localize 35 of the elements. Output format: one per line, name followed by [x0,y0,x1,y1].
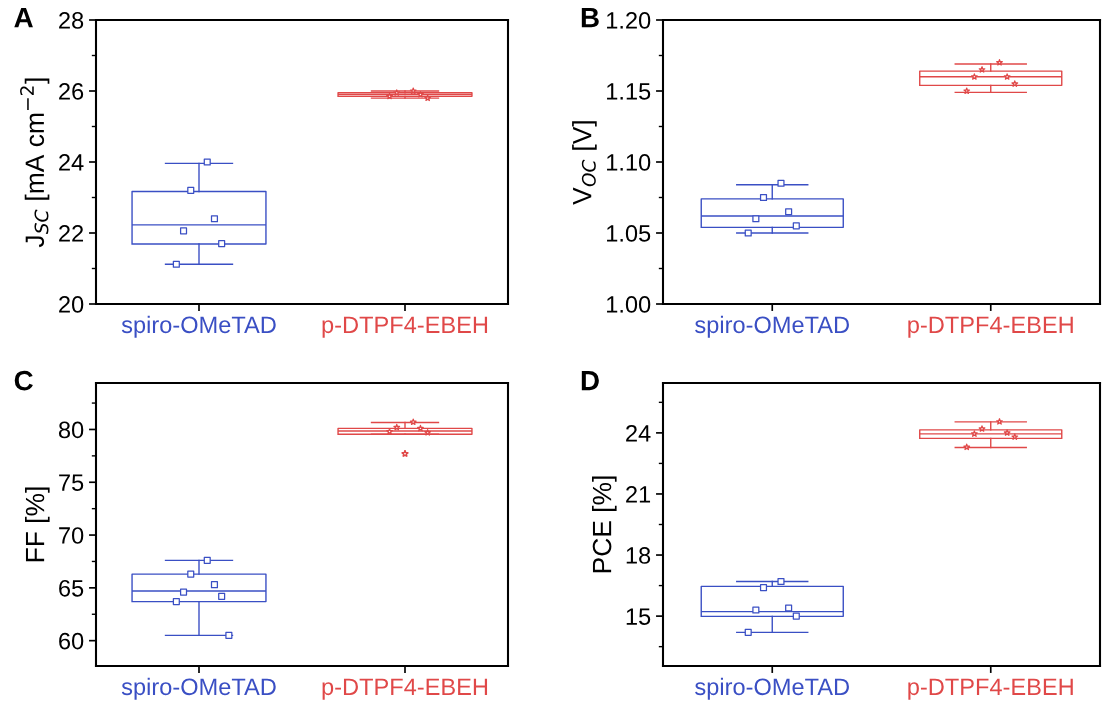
x-tick-label: spiro-OMeTAD [695,677,849,700]
y-tick-label: 15 [626,608,651,625]
y-tick-label: 75 [59,474,84,492]
y-tick-label: 70 [59,527,84,544]
y-tick-label: 1.20 [607,12,651,29]
y-tick-label: 20 [59,296,84,313]
y-axis-title: PCE [%] [592,476,617,573]
text: D [581,371,599,391]
y-tick-label: 26 [59,83,84,100]
x-tick-label: p-DTPF4-EBEH [908,678,1073,700]
y-tick-label: 28 [59,12,84,29]
y-tick-label: 1.15 [607,83,651,100]
y-axis-title: V$_{OC}$ [V] [572,121,597,205]
y-tick-label: 21 [626,486,651,503]
y-tick-label: 18 [626,547,651,564]
y-tick-label: 1.10 [607,154,651,171]
x-tick-label: spiro-OMeTAD [121,677,276,700]
text: A [14,8,33,28]
x-tick-label: spiro-OMeTAD [121,315,276,338]
text: B [581,8,599,28]
y-tick-label: 24 [626,424,651,442]
y-tick-label: 1.00 [607,296,651,313]
y-tick-label: 80 [58,421,84,439]
x-tick-label: p-DTPF4-EBEH [322,678,488,700]
x-tick-label: spiro-OMeTAD [695,315,849,338]
text: C [14,370,33,391]
y-tick-label: 65 [59,579,84,597]
y-axis-title: J$_{SC}$ [mA cm$^{−2}$] [20,78,50,248]
y-tick-label: 1.05 [607,225,651,242]
x-tick-label: p-DTPF4-EBEH [322,316,488,338]
y-tick-label: 24 [59,154,84,171]
x-tick-label: p-DTPF4-EBEH [908,316,1073,338]
y-tick-label: 60 [59,632,84,650]
y-axis-title: FF [%] [25,487,50,562]
y-tick-label: 22 [59,225,84,242]
